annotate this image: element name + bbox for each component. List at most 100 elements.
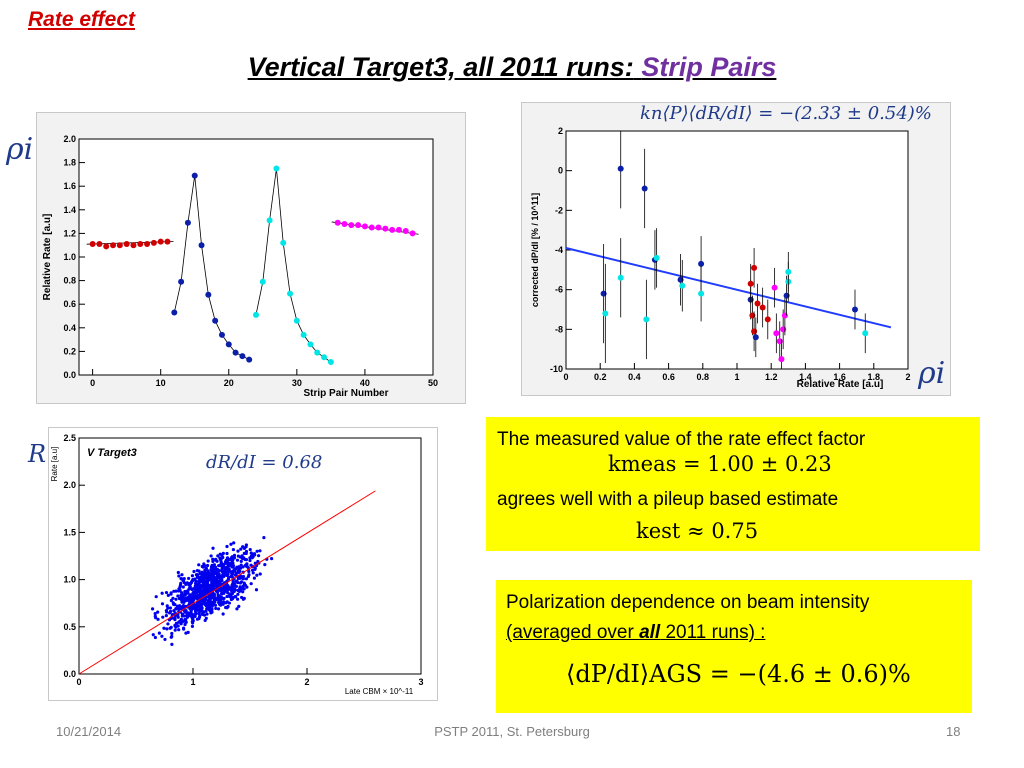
formula-top: kn⟨P⟩⟨dR/dI⟩ = −(2.33 ± 0.54)% bbox=[640, 103, 932, 124]
data-point bbox=[698, 290, 705, 297]
data-point bbox=[178, 278, 185, 285]
x-tick-label: 2 bbox=[905, 372, 910, 382]
data-point bbox=[176, 570, 180, 575]
data-point bbox=[389, 226, 396, 233]
fit-line bbox=[565, 247, 892, 329]
data-point bbox=[231, 595, 235, 600]
data-point bbox=[231, 564, 235, 568]
x-tick-label: 1.6 bbox=[833, 372, 846, 382]
data-point bbox=[171, 596, 175, 600]
data-point bbox=[771, 284, 778, 291]
y-tick-label: 0.6 bbox=[63, 299, 76, 309]
data-point bbox=[250, 568, 255, 572]
data-point bbox=[206, 585, 210, 589]
chart-title: V Target3 bbox=[87, 447, 137, 459]
x-axis-label: Late CBM × 10^-11 bbox=[345, 687, 414, 696]
data-point bbox=[252, 576, 257, 580]
data-point bbox=[199, 594, 203, 598]
data-point bbox=[241, 565, 245, 569]
data-point bbox=[219, 603, 223, 607]
data-point bbox=[229, 558, 234, 562]
data-point bbox=[160, 591, 164, 595]
x-tick-label: 50 bbox=[428, 378, 438, 388]
data-point bbox=[160, 602, 165, 606]
data-point bbox=[215, 590, 220, 594]
data-point bbox=[355, 222, 362, 229]
chart-dpdi: 0 0.2 0.4 0.6 0.8 1 1.2 1.4 1.6 1.8 2 -10 -8 -6 -4 -2 0 2… bbox=[530, 126, 911, 390]
x-axis-label: Strip Pair Number bbox=[303, 388, 388, 399]
data-point bbox=[409, 230, 416, 237]
data-point bbox=[300, 331, 307, 338]
data-point bbox=[237, 570, 241, 574]
data-point bbox=[751, 264, 758, 271]
data-point bbox=[161, 615, 165, 619]
data-point bbox=[210, 569, 214, 573]
box1-kest-text: kest ≈ 0.75 bbox=[636, 519, 759, 543]
data-point bbox=[201, 598, 205, 602]
data-point bbox=[250, 552, 255, 556]
data-point bbox=[256, 559, 260, 564]
data-point bbox=[243, 557, 247, 562]
data-point bbox=[212, 598, 216, 602]
data-point bbox=[191, 172, 198, 179]
data-point bbox=[314, 349, 321, 356]
y-axis-label: Relative Rate [a.u] bbox=[42, 214, 53, 301]
data-point bbox=[237, 604, 241, 608]
data-point bbox=[236, 549, 240, 553]
data-point bbox=[368, 224, 375, 231]
data-point bbox=[169, 591, 173, 595]
chart-dpdi-panel: 0 0.2 0.4 0.6 0.8 1 1.2 1.4 1.6 1.8 2 -10 -8 -6 -4 -2 0 2… bbox=[521, 102, 951, 396]
data-point bbox=[164, 590, 169, 595]
data-point bbox=[221, 570, 225, 574]
data-point bbox=[150, 607, 155, 611]
box2-line2: (averaged over all 2011 runs) : bbox=[506, 622, 765, 644]
y-axis-label: corrected dP/dI [% / 10^11] bbox=[530, 193, 540, 307]
data-point bbox=[198, 242, 205, 249]
data-point bbox=[194, 579, 198, 583]
data-point bbox=[203, 568, 207, 573]
data-point bbox=[241, 556, 245, 561]
data-point bbox=[245, 562, 249, 566]
y-tick-label: 0.5 bbox=[63, 622, 76, 632]
data-point bbox=[231, 585, 235, 589]
data-point bbox=[200, 585, 205, 589]
data-point bbox=[193, 595, 197, 600]
data-point bbox=[239, 353, 246, 360]
data-point bbox=[190, 574, 195, 578]
data-point bbox=[144, 241, 151, 248]
data-point bbox=[194, 582, 199, 587]
chart-strip-pairs: 0 10 20 30 40 50 0.0 0.2 0.4 0.6 0.8 1.0 1.2 1.4 1.6 1.… bbox=[42, 134, 438, 399]
data-point bbox=[235, 558, 240, 562]
y-tick-label: 1.0 bbox=[63, 252, 76, 262]
data-point bbox=[137, 241, 144, 248]
data-point bbox=[203, 618, 207, 623]
data-point bbox=[231, 569, 235, 573]
y-tick-label: -10 bbox=[550, 364, 563, 374]
x-tick-label: 1 bbox=[190, 677, 195, 687]
data-point bbox=[195, 617, 200, 621]
rho-label-right: ρi bbox=[918, 356, 946, 391]
data-point bbox=[293, 317, 300, 324]
data-point bbox=[184, 608, 188, 613]
data-point bbox=[214, 558, 218, 562]
data-point bbox=[211, 583, 215, 587]
data-point bbox=[187, 587, 191, 591]
x-tick-label: 1.4 bbox=[799, 372, 812, 382]
data-point bbox=[223, 572, 227, 576]
data-point bbox=[184, 590, 188, 595]
data-point bbox=[150, 239, 157, 246]
data-point bbox=[266, 217, 273, 224]
data-point bbox=[202, 579, 206, 583]
data-point bbox=[851, 306, 858, 313]
data-point bbox=[191, 619, 195, 623]
data-point bbox=[778, 356, 785, 363]
data-point bbox=[211, 572, 215, 576]
data-point bbox=[178, 585, 182, 589]
data-point bbox=[189, 580, 194, 585]
data-point bbox=[210, 581, 214, 585]
data-point bbox=[198, 614, 202, 618]
data-point bbox=[214, 606, 218, 611]
data-point bbox=[116, 242, 123, 249]
data-point bbox=[123, 241, 130, 248]
data-point bbox=[211, 565, 215, 569]
